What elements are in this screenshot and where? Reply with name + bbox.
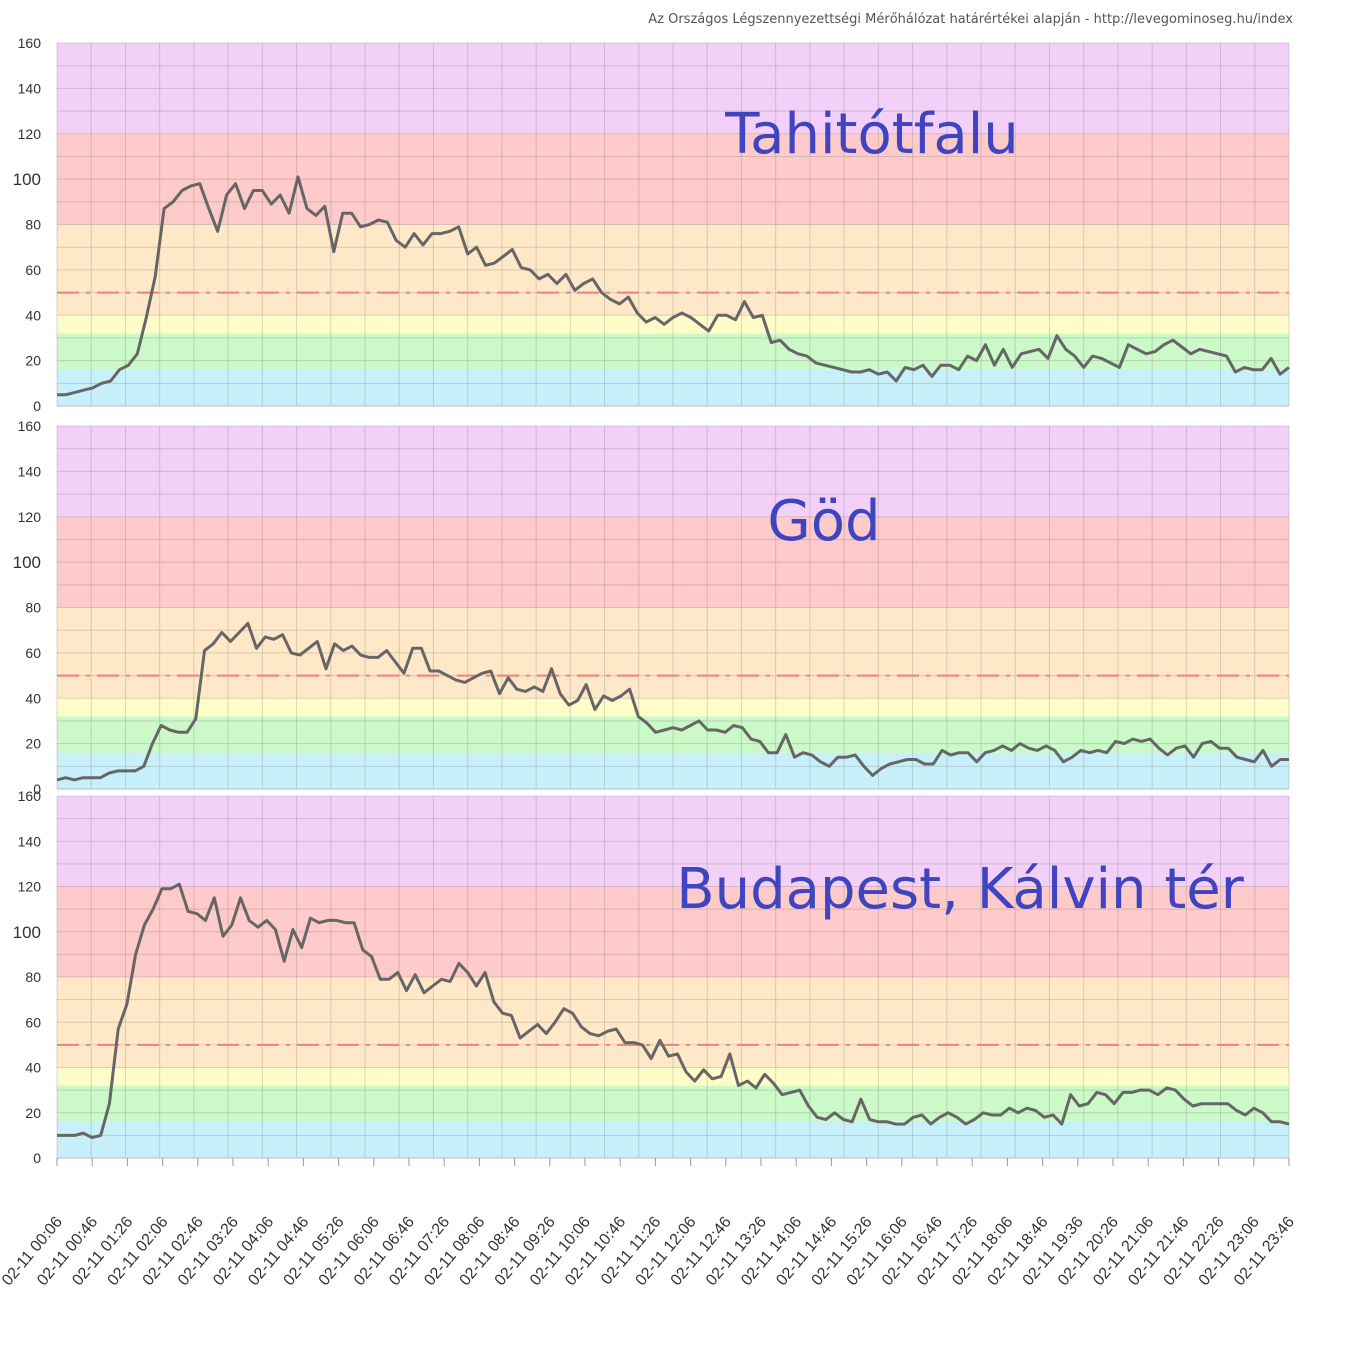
- y-tick-label: 60: [25, 262, 41, 278]
- y-tick-label: 80: [25, 217, 41, 233]
- y-tick-label: 160: [18, 35, 42, 51]
- band-0: [57, 752, 1289, 789]
- y-tick-label: 160: [18, 418, 42, 434]
- y-tick-label: 60: [25, 645, 41, 661]
- band-4: [57, 516, 1289, 608]
- source-note: Az Országos Légszennyezettségi Mérőhálóz…: [648, 12, 1293, 27]
- y-tick-label: 0: [33, 781, 41, 797]
- y-tick-label: 40: [25, 690, 41, 706]
- series-line: [56, 621, 1289, 782]
- y-tick-label: 40: [25, 307, 41, 323]
- band-3: [57, 977, 1289, 1068]
- station-label: Budapest, Kálvin tér: [676, 857, 1245, 922]
- band-1: [57, 333, 1289, 370]
- y-tick-label: 140: [18, 463, 42, 479]
- y-tick-label: 100: [13, 923, 41, 942]
- band-2: [57, 698, 1289, 717]
- y-tick-label: 0: [33, 1150, 41, 1166]
- band-4: [57, 886, 1289, 977]
- y-tick-label: 20: [25, 1105, 41, 1121]
- y-tick-label: 80: [25, 969, 41, 985]
- band-3: [57, 607, 1289, 699]
- y-tick-label: 0: [33, 398, 41, 414]
- chart-panel-2: 0 20 40 60 80 100 120 140 160 Göd: [13, 418, 1290, 797]
- y-tick-label: 120: [18, 879, 42, 895]
- y-tick-label: 20: [25, 353, 41, 369]
- series-line: [57, 882, 1290, 1140]
- y-tick-label: 60: [25, 1014, 41, 1030]
- y-tick-label: 40: [25, 1060, 41, 1076]
- station-label: Tahitótfalu: [724, 102, 1019, 167]
- series-line: [57, 175, 1290, 397]
- y-tick-label: 120: [18, 126, 42, 142]
- y-tick-label: 100: [13, 170, 41, 189]
- y-tick-label: 100: [13, 553, 41, 572]
- chart-panel-3: 0 20 40 60 80 100 120 140 160 Budapest, Kálvin té…: [13, 788, 1290, 1166]
- band-0: [57, 369, 1289, 406]
- band-2: [57, 315, 1289, 334]
- y-tick-label: 120: [18, 509, 42, 525]
- band-2: [57, 1067, 1289, 1086]
- y-tick-label: 140: [18, 80, 42, 96]
- band-5: [57, 43, 1289, 134]
- y-tick-label: 20: [25, 736, 41, 752]
- band-4: [57, 133, 1289, 225]
- band-5: [57, 796, 1289, 887]
- band-3: [57, 224, 1289, 316]
- y-tick-label: 80: [25, 600, 41, 616]
- band-0: [57, 1121, 1289, 1158]
- band-1: [57, 716, 1289, 753]
- y-tick-label: 140: [18, 833, 42, 849]
- station-label: Göd: [767, 489, 880, 554]
- band-5: [57, 426, 1289, 517]
- y-tick-label: 160: [18, 788, 42, 804]
- chart-panel-1: 0 20 40 60 80 100 120 140 160 Tahitótfalu: [13, 35, 1290, 414]
